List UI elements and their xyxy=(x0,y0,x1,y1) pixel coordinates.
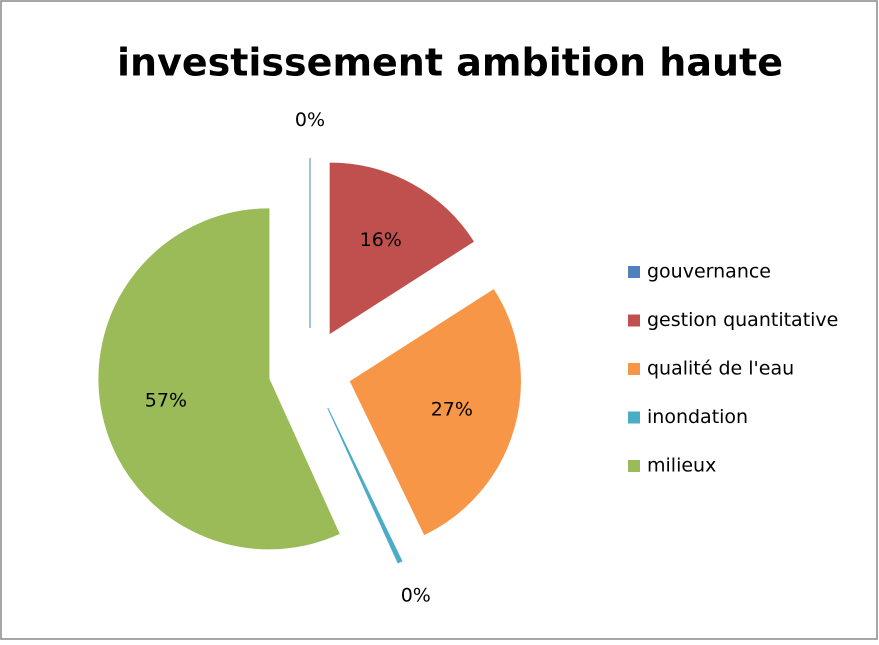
legend-label: milieux xyxy=(647,455,716,477)
data-label: 0% xyxy=(401,584,431,606)
data-label: 27% xyxy=(431,399,473,421)
pie-slice xyxy=(349,289,521,536)
data-label: 16% xyxy=(360,229,402,251)
legend-swatch xyxy=(628,460,640,472)
legend-swatch xyxy=(628,314,640,327)
pie-slice xyxy=(327,407,403,564)
pie-slice xyxy=(98,208,340,550)
legend-label: inondation xyxy=(647,406,748,428)
legend-label: gouvernance xyxy=(647,261,771,283)
pie-slice xyxy=(329,162,475,335)
data-label: 0% xyxy=(295,109,325,131)
legend-label: gestion quantitative xyxy=(647,309,838,331)
legend-swatch xyxy=(628,363,640,375)
chart-title: investissement ambition haute xyxy=(117,41,783,85)
legend-label: qualité de l'eau xyxy=(647,358,794,380)
data-label: 57% xyxy=(145,390,187,412)
legend-swatch xyxy=(628,266,640,278)
legend-swatch xyxy=(628,411,640,424)
